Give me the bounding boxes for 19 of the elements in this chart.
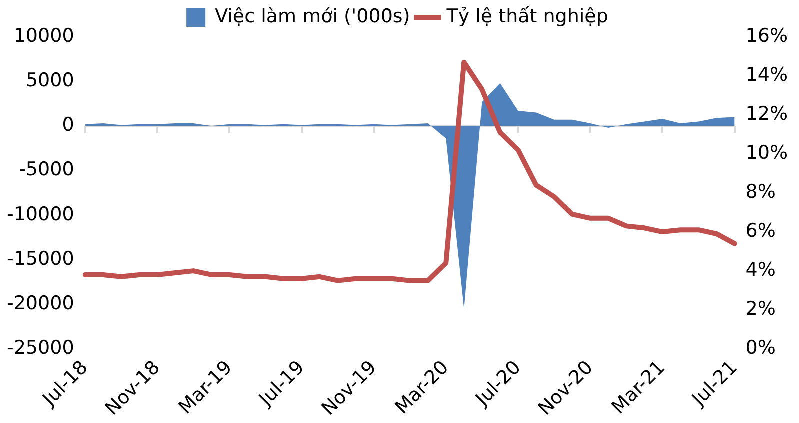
y-tick-label: -5000	[19, 158, 74, 181]
y2-tick-label: 14%	[746, 64, 788, 86]
y2-tick-label: 12%	[746, 102, 788, 125]
legend-label: Việc làm mới ('000s)	[215, 5, 410, 28]
legend-label: Tỷ lệ thất nghiệp	[446, 5, 608, 28]
y-tick-label: 5000	[26, 70, 74, 92]
y-tick-label: 0	[62, 114, 74, 136]
y2-tick-label: 2%	[746, 298, 776, 320]
y-tick-label: -20000	[6, 292, 74, 314]
y-tick-label: 10000	[14, 24, 74, 47]
y2-tick-label: 8%	[746, 180, 776, 203]
y2-tick-label: 6%	[746, 220, 776, 242]
y2-tick-label: 0%	[746, 337, 776, 360]
y2-tick-label: 10%	[746, 142, 788, 164]
y2-tick-label: 4%	[746, 258, 776, 281]
y-tick-label: -10000	[6, 203, 74, 226]
y-tick-label: -25000	[6, 337, 74, 360]
y-tick-label: -15000	[6, 248, 74, 270]
y2-tick-label: 16%	[746, 24, 788, 47]
